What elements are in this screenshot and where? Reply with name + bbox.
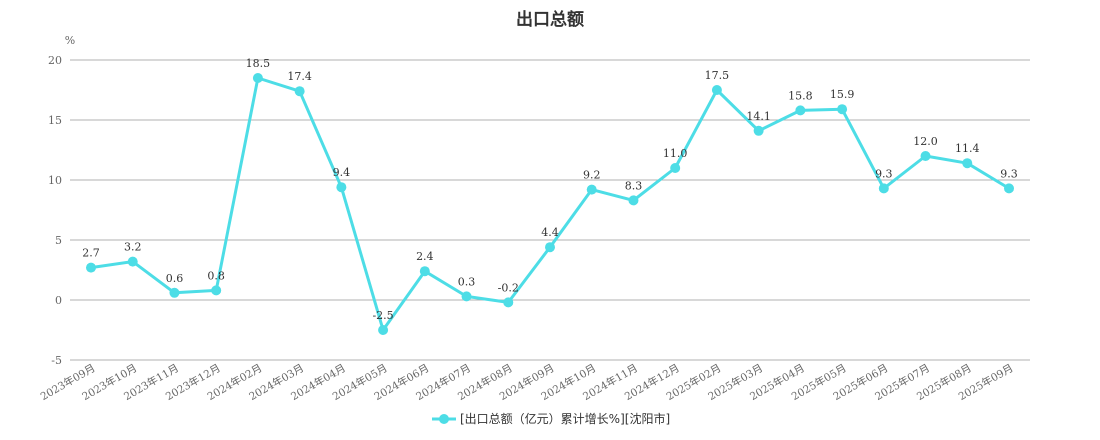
data-point[interactable]: [1004, 183, 1014, 194]
x-axis-ticks: 2023年09月2023年10月2023年11月2023年12月2024年02月…: [38, 361, 1015, 403]
y-tick-label: 0: [55, 294, 62, 307]
y-tick-label: 15: [48, 114, 62, 127]
data-label: 9.3: [1000, 167, 1018, 180]
data-point[interactable]: [670, 163, 681, 173]
data-label: 3.2: [124, 241, 142, 254]
data-label: 4.4: [541, 226, 559, 239]
legend-dot-marker: [439, 414, 449, 424]
data-point[interactable]: [503, 297, 514, 308]
legend[interactable]: [出口总额（亿元）累计增长%][沈阳市]: [432, 411, 670, 426]
data-label: 15.9: [830, 88, 855, 101]
series-line: [90, 76, 1010, 332]
data-label: 9.2: [583, 169, 601, 182]
data-point[interactable]: [252, 73, 263, 83]
data-point[interactable]: [962, 158, 973, 169]
data-point[interactable]: [878, 183, 889, 194]
data-point[interactable]: [127, 256, 138, 267]
chart-title: 出口总额: [516, 9, 584, 30]
data-label: -2.5: [372, 309, 393, 322]
legend-label: [出口总额（亿元）累计增长%][沈阳市]: [460, 411, 670, 426]
data-point[interactable]: [586, 184, 597, 195]
y-tick-label: 20: [48, 54, 62, 67]
data-label: 14.1: [746, 110, 771, 123]
data-label: 0.6: [166, 272, 184, 285]
y-tick-label: 5: [55, 234, 62, 247]
data-point[interactable]: [169, 287, 180, 298]
data-label: 17.4: [287, 70, 312, 83]
data-point[interactable]: [419, 266, 430, 277]
y-tick-label: -5: [51, 354, 62, 367]
series-line-group: [86, 73, 1014, 335]
data-label: 9.3: [875, 167, 893, 180]
data-label: 15.8: [788, 89, 813, 102]
data-point[interactable]: [378, 325, 389, 335]
y-tick-label: 10: [48, 174, 62, 187]
data-label: -0.2: [498, 281, 519, 294]
data-point[interactable]: [336, 182, 347, 193]
data-label: 2.4: [416, 250, 434, 263]
data-point[interactable]: [795, 105, 806, 116]
data-label: 2.7: [82, 247, 100, 260]
data-point[interactable]: [211, 285, 222, 296]
data-point[interactable]: [294, 86, 305, 97]
data-label: 12.0: [913, 135, 938, 148]
data-point[interactable]: [920, 151, 931, 161]
data-label: 9.4: [333, 166, 351, 179]
data-labels: 2.7 3.2 0.6 0.8 18.5 17.4 9.4 -2.5 2.4 0.3 -0.2 4.4…: [82, 57, 1018, 322]
data-point[interactable]: [461, 291, 472, 302]
data-label: 11.0: [663, 147, 688, 160]
data-label: 8.3: [625, 179, 643, 192]
data-point[interactable]: [711, 85, 722, 95]
data-point[interactable]: [628, 195, 639, 206]
data-point[interactable]: [86, 262, 96, 273]
grid-lines: [70, 59, 1030, 361]
data-label: 11.4: [955, 142, 980, 155]
data-point[interactable]: [753, 125, 764, 136]
y-axis-unit: %: [65, 34, 75, 47]
data-label: 17.5: [705, 69, 730, 82]
data-label: 18.5: [246, 57, 271, 70]
data-label: 0.8: [207, 269, 225, 282]
data-point[interactable]: [837, 104, 848, 115]
data-label: 0.3: [458, 275, 476, 288]
data-point[interactable]: [545, 242, 555, 253]
y-axis-ticks: -5 0 5 10 15 20: [48, 54, 62, 367]
